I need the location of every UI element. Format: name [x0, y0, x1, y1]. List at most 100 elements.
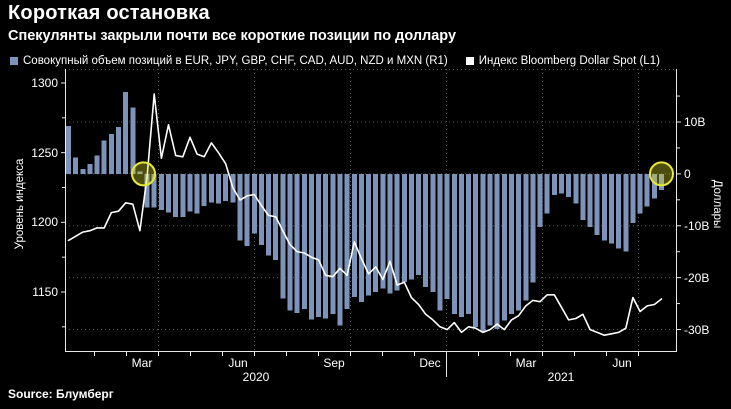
- position-bar: [551, 173, 557, 196]
- position-bar: [444, 173, 450, 299]
- position-bar: [508, 173, 514, 314]
- chart-plot-area: [61, 69, 681, 377]
- position-bar: [294, 173, 300, 313]
- page-subtitle: Спекулянты закрыли почти все короткие по…: [8, 28, 457, 44]
- position-bar: [158, 173, 164, 211]
- position-bar: [316, 173, 322, 318]
- position-bar: [358, 173, 364, 303]
- position-bar: [287, 173, 293, 311]
- right-axis-tick-label: -20B: [684, 270, 710, 285]
- position-bar: [530, 173, 536, 283]
- right-axis-tick-label: -30B: [684, 322, 710, 337]
- left-axis-title: Уровень индекса: [14, 158, 26, 250]
- position-bar: [651, 173, 657, 199]
- source-label: Source: Блумберг: [8, 387, 114, 401]
- position-bar: [280, 173, 286, 299]
- position-bar: [258, 173, 264, 245]
- position-bar: [337, 173, 343, 326]
- legend-item-positions: Совокупный объем позиций в EUR, JPY, GBP…: [10, 55, 448, 67]
- position-bar: [516, 173, 522, 311]
- position-bar: [451, 173, 457, 314]
- position-bar: [116, 127, 122, 174]
- position-bar: [208, 173, 214, 203]
- position-bar: [180, 173, 186, 217]
- position-bar: [594, 173, 600, 236]
- position-bar: [494, 173, 500, 329]
- x-axis-quarter-label: Mar: [515, 356, 537, 370]
- position-bar: [187, 173, 193, 212]
- position-bar: [480, 173, 486, 333]
- position-bar: [566, 173, 572, 198]
- position-bar: [416, 173, 422, 276]
- position-bar: [537, 173, 543, 227]
- position-bar: [487, 173, 493, 326]
- x-axis-year-label: 2021: [547, 370, 575, 384]
- legend: Совокупный объем позиций в EUR, JPY, GBP…: [10, 55, 660, 67]
- position-bar: [366, 173, 372, 296]
- position-bar: [466, 173, 472, 314]
- x-axis-quarter-label: Jun: [612, 356, 632, 370]
- x-axis-quarter-label: Jun: [228, 356, 248, 370]
- positions-swatch-icon: [10, 57, 18, 65]
- position-bar: [166, 173, 172, 213]
- x-axis-quarter-label: Dec: [419, 356, 441, 370]
- position-bar: [644, 173, 650, 207]
- dollar-index-swatch-icon: [465, 57, 474, 65]
- position-bar: [659, 173, 665, 190]
- right-axis-tick-label: 0: [684, 166, 691, 181]
- legend-item-dollar-index: Индекс Bloomberg Dollar Spot (L1): [465, 55, 660, 67]
- position-bar: [137, 171, 143, 174]
- position-bar: [623, 173, 629, 252]
- position-bar: [237, 173, 243, 241]
- position-bar: [373, 173, 379, 293]
- left-axis-tick-label: 1300: [31, 76, 58, 90]
- position-bar: [437, 173, 443, 311]
- position-bar: [344, 173, 350, 309]
- position-bar: [308, 173, 314, 320]
- position-bar: [223, 173, 229, 201]
- left-axis-tick-label: 1150: [32, 284, 58, 299]
- position-bar: [573, 173, 579, 204]
- position-bar: [430, 173, 436, 293]
- right-axis-tick-label: -10B: [684, 218, 710, 233]
- highlight-circle: [131, 161, 157, 187]
- position-bar: [123, 91, 129, 174]
- position-bar: [73, 157, 79, 174]
- position-bar: [601, 173, 607, 241]
- position-bar: [501, 173, 507, 321]
- position-bar: [251, 173, 257, 234]
- page-title: Короткая остановка: [8, 2, 210, 24]
- position-bar: [408, 173, 414, 280]
- position-bar: [130, 107, 136, 174]
- left-axis-tick-label: 1200: [31, 215, 58, 230]
- right-axis-title: Доллары: [711, 179, 723, 229]
- position-bar: [580, 173, 586, 221]
- position-bar: [473, 173, 479, 327]
- position-bar: [216, 173, 222, 204]
- position-bar: [523, 173, 529, 301]
- position-bar: [387, 173, 393, 294]
- position-bar: [558, 173, 564, 194]
- position-bar: [80, 169, 86, 174]
- position-bar: [630, 173, 636, 224]
- position-bar: [173, 173, 179, 217]
- position-bar: [423, 173, 429, 287]
- position-bar: [94, 155, 100, 174]
- position-bar: [301, 173, 307, 309]
- position-bar: [351, 173, 357, 297]
- position-bar: [244, 173, 250, 246]
- position-bar: [394, 173, 400, 291]
- dollar-index-line: [67, 93, 663, 337]
- position-bar: [151, 173, 157, 208]
- position-bar: [380, 173, 386, 289]
- right-axis-tick-label: 10B: [684, 115, 706, 129]
- position-bar: [108, 133, 114, 174]
- position-bar: [458, 173, 464, 318]
- position-bar: [401, 173, 407, 282]
- x-axis-quarter-label: Mar: [131, 356, 153, 370]
- position-bar: [587, 173, 593, 227]
- position-bar: [101, 140, 107, 174]
- position-bar: [194, 173, 200, 214]
- legend-label-dollar-index: Индекс Bloomberg Dollar Spot (L1): [478, 55, 660, 67]
